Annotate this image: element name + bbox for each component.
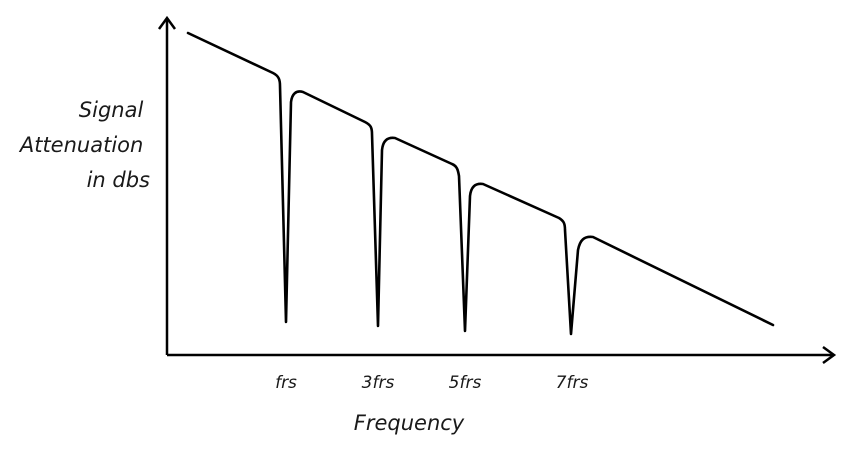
axes bbox=[157, 15, 837, 365]
x-tick-label: 5frs bbox=[449, 373, 482, 393]
x-tick-label: frs bbox=[275, 373, 297, 393]
y-axis-label-line-3: in dbs bbox=[87, 168, 150, 192]
y-axis-label-line-2: Attenuation bbox=[18, 133, 143, 157]
x-tick-label: 3frs bbox=[362, 373, 395, 393]
y-axis-arrowhead bbox=[157, 15, 177, 30]
y-axis-label-line-1: Signal bbox=[79, 98, 144, 122]
x-axis-label: Frequency bbox=[354, 411, 465, 435]
x-axis-arrowhead bbox=[822, 345, 837, 365]
attenuation-curve bbox=[186, 31, 775, 336]
x-tick-label: 7frs bbox=[556, 373, 589, 393]
y-axis-label: Signal Attenuation in dbs bbox=[18, 98, 150, 192]
